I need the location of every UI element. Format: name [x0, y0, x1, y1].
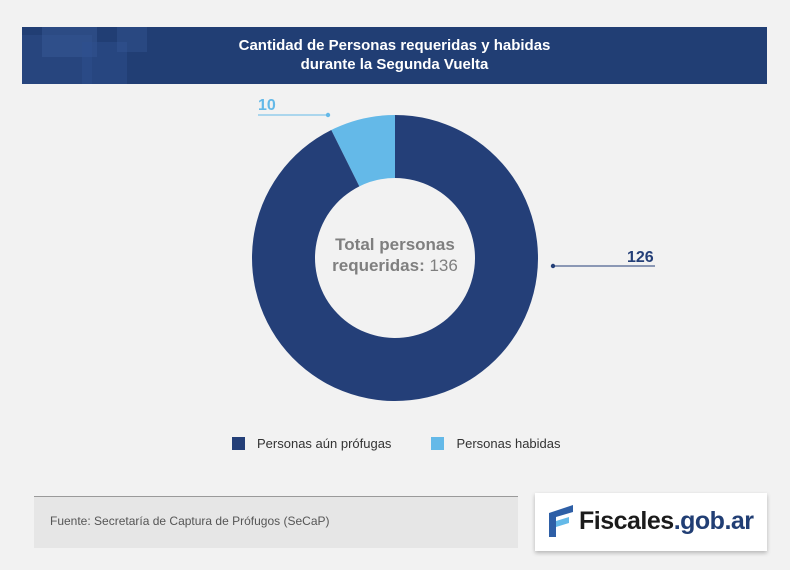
- logo-main: Fiscales: [579, 507, 674, 535]
- legend-item-profugas: Personas aún prófugas: [232, 436, 391, 451]
- chart-header: Cantidad de Personas requeridas y habida…: [22, 27, 767, 84]
- chart-title-line2: durante la Segunda Vuelta: [300, 56, 489, 73]
- legend-label-profugas: Personas aún prófugas: [257, 436, 392, 451]
- source-text: Fuente: Secretaría de Captura de Prófugo…: [50, 514, 330, 528]
- center-total-label: Total personas requeridas: 136: [305, 234, 485, 276]
- data-label-habidas: 10: [258, 97, 276, 114]
- donut-chart: 126 10: [252, 97, 655, 401]
- data-label-habidas-leader-dot: [325, 112, 331, 118]
- donut-slice-profugas: [252, 115, 539, 401]
- chart-title-line1: Cantidad de Personas requeridas y habida…: [238, 37, 551, 54]
- donut-slice-habidas: [331, 115, 395, 187]
- header-decoration: [22, 27, 147, 84]
- center-label-line2: requeridas: 136: [305, 255, 485, 276]
- logo-text: Fiscales.gob.ar: [579, 507, 754, 536]
- data-label-profugas-leader-dot: [550, 263, 556, 269]
- center-total-value: 136: [429, 256, 458, 275]
- logo-suffix: .gob.ar: [673, 507, 754, 535]
- legend-swatch-profugas: [232, 437, 245, 450]
- legend-label-habidas: Personas habidas: [456, 436, 561, 451]
- legend-item-habidas: Personas habidas: [431, 436, 561, 451]
- center-label-text: requeridas:: [332, 256, 425, 275]
- chart-title: Cantidad de Personas requeridas y habida…: [22, 36, 767, 74]
- flag-icon: [549, 505, 573, 537]
- chart-legend: Personas aún prófugas Personas habidas: [232, 436, 561, 451]
- logo: Fiscales.gob.ar: [535, 493, 767, 551]
- legend-swatch-habidas: [431, 437, 445, 450]
- center-label-line1: Total personas: [335, 235, 455, 254]
- data-label-profugas: 126: [627, 249, 654, 266]
- source-box: Fuente: Secretaría de Captura de Prófugo…: [34, 496, 518, 548]
